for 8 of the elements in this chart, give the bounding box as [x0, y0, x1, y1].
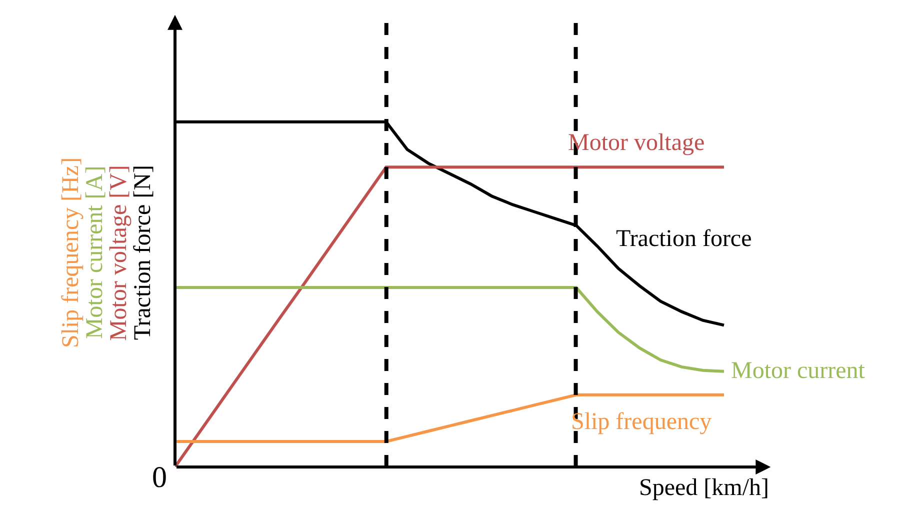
text: Motor voltage [V] [106, 165, 132, 342]
x-axis-title: Speed [km/h] [639, 475, 769, 501]
text: Slip frequency [Hz] [58, 157, 84, 348]
series-label: Motor current [731, 358, 866, 384]
series-label: Motor voltage [568, 130, 705, 156]
annotation: 0 [152, 461, 167, 494]
series-label: Slip frequency [571, 409, 712, 435]
series-label: Traction force [616, 226, 752, 252]
